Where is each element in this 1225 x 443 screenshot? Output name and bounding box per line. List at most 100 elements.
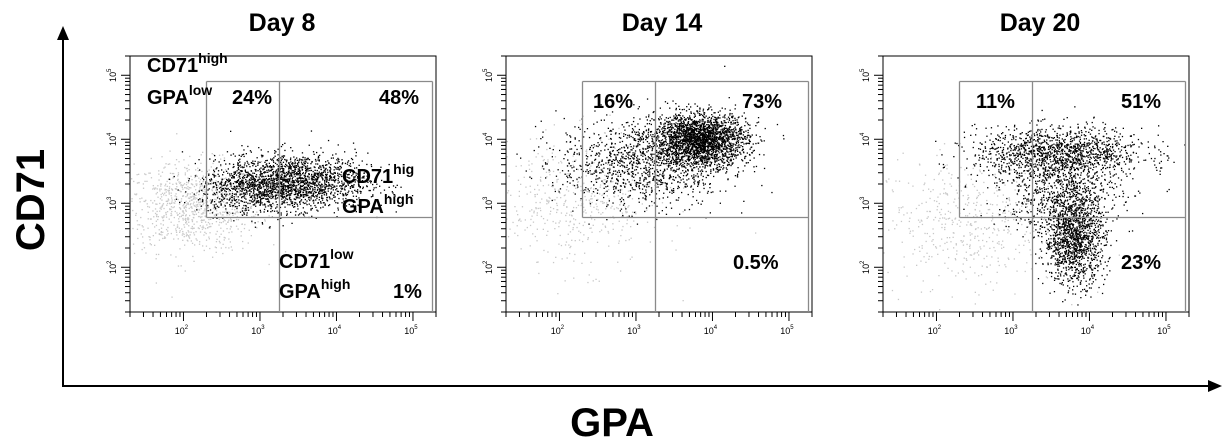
- event-dot: [622, 215, 624, 217]
- event-dot: [293, 156, 295, 158]
- event-dot: [307, 194, 309, 196]
- event-dot: [231, 177, 233, 179]
- event-dot: [183, 224, 185, 226]
- event-dot: [304, 179, 307, 181]
- event-dot: [201, 199, 204, 201]
- event-dot: [137, 224, 139, 226]
- event-dot: [312, 182, 314, 184]
- event-dot: [585, 175, 587, 177]
- event-dot: [282, 189, 284, 191]
- event-dot: [280, 188, 283, 190]
- event-dot: [618, 240, 620, 242]
- event-dot: [346, 193, 349, 196]
- event-dot: [284, 206, 286, 208]
- event-dot: [695, 125, 697, 127]
- event-dot: [251, 221, 253, 224]
- event-dot: [323, 167, 325, 169]
- event-dot: [241, 200, 244, 203]
- event-dot: [651, 118, 653, 120]
- event-dot: [251, 162, 253, 164]
- event-dot: [718, 124, 720, 126]
- event-dot: [698, 170, 700, 172]
- event-dot: [370, 180, 372, 182]
- event-dot: [528, 160, 530, 162]
- event-dot: [304, 165, 307, 168]
- event-dot: [260, 192, 262, 194]
- event-dot: [546, 200, 548, 202]
- event-dot: [179, 230, 181, 232]
- event-dot: [171, 214, 173, 216]
- event-dot: [245, 171, 247, 173]
- event-dot: [248, 183, 250, 185]
- event-dot: [132, 243, 135, 245]
- event-dot: [155, 220, 157, 222]
- event-dot: [573, 184, 575, 186]
- event-dot: [588, 274, 590, 276]
- event-dot: [224, 203, 226, 206]
- event-dot: [254, 185, 256, 188]
- event-dot: [316, 151, 318, 154]
- event-dot: [547, 202, 550, 204]
- event-dot: [293, 198, 295, 200]
- event-dot: [131, 198, 133, 200]
- event-dot: [647, 150, 649, 152]
- event-dot: [584, 195, 586, 198]
- event-dot: [243, 189, 246, 191]
- event-dot: [269, 182, 271, 184]
- event-dot: [226, 198, 228, 200]
- event-dot: [168, 218, 170, 220]
- event-dot: [231, 205, 233, 207]
- event-dot: [745, 138, 747, 140]
- event-dot: [219, 211, 221, 214]
- event-dot: [259, 183, 261, 186]
- event-dot: [748, 134, 750, 136]
- event-dot: [298, 173, 300, 175]
- event-dot: [737, 140, 740, 142]
- event-dot: [247, 172, 249, 174]
- event-dot: [268, 200, 270, 202]
- event-dot: [307, 188, 309, 191]
- event-dot: [719, 125, 721, 127]
- y-tick-label: 104: [107, 132, 118, 146]
- event-dot: [529, 191, 532, 193]
- event-dot: [229, 198, 231, 200]
- event-dot: [317, 202, 319, 204]
- event-dot: [631, 256, 633, 258]
- event-dot: [298, 170, 300, 172]
- event-dot: [326, 177, 328, 179]
- event-dot: [205, 239, 208, 241]
- event-dot: [720, 121, 723, 123]
- event-dot: [704, 166, 706, 168]
- event-dot: [739, 138, 741, 140]
- event-dot: [566, 257, 568, 259]
- event-dot: [269, 196, 271, 199]
- event-dot: [155, 203, 157, 205]
- event-dot: [576, 187, 578, 189]
- event-dot: [589, 187, 592, 190]
- event-dot: [183, 183, 186, 185]
- event-dot: [253, 215, 255, 217]
- event-dot: [208, 238, 210, 240]
- event-dot: [556, 211, 558, 214]
- event-dot: [202, 180, 205, 182]
- event-dot: [180, 198, 183, 200]
- event-dot: [334, 181, 336, 183]
- event-dot: [570, 211, 572, 213]
- event-dot: [150, 177, 153, 179]
- event-dot: [290, 168, 292, 170]
- event-dot: [267, 198, 270, 200]
- event-dot: [683, 126, 686, 128]
- event-dot: [203, 210, 205, 212]
- event-dot: [165, 194, 167, 197]
- event-dot: [320, 175, 322, 177]
- event-dot: [224, 193, 227, 195]
- event-dot: [677, 128, 679, 130]
- event-dot: [622, 166, 624, 168]
- event-dot: [229, 228, 231, 230]
- event-dot: [276, 175, 278, 177]
- event-dot: [149, 243, 151, 245]
- event-dot: [735, 134, 738, 136]
- event-dot: [588, 172, 591, 174]
- event-dot: [253, 196, 255, 198]
- event-dot: [680, 117, 682, 119]
